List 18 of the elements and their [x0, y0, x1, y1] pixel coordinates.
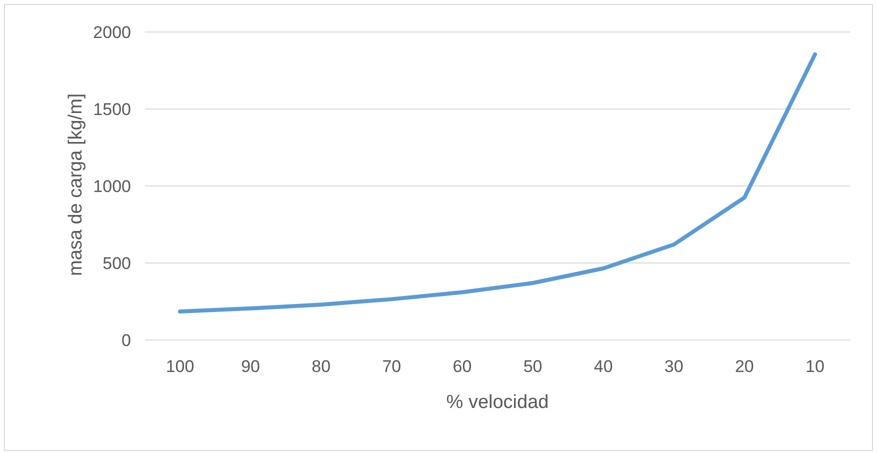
x-tick-label: 10 — [806, 357, 824, 376]
x-tick-label: 50 — [523, 357, 542, 376]
x-tick-label: 20 — [734, 357, 754, 376]
line-series — [178, 52, 817, 314]
y-tick-label: 0 — [122, 331, 131, 350]
y-tick-label: 1000 — [93, 177, 131, 196]
y-axis-title: masa de carga [kg/m] — [66, 93, 87, 276]
x-tick-label: 30 — [664, 357, 684, 376]
x-tick-label: 70 — [382, 357, 402, 376]
x-tick-label: 40 — [594, 357, 613, 376]
x-tick-label: 100 — [166, 357, 194, 376]
x-tick-label: 80 — [312, 357, 331, 376]
y-tick-label: 1500 — [93, 100, 131, 120]
y-tick-label: 500 — [102, 254, 131, 274]
y-tick-label: 2000 — [93, 23, 131, 42]
x-tick-label: 90 — [241, 357, 260, 376]
x-tick-label: 60 — [452, 357, 472, 376]
x-axis-title: % velocidad — [446, 392, 549, 413]
